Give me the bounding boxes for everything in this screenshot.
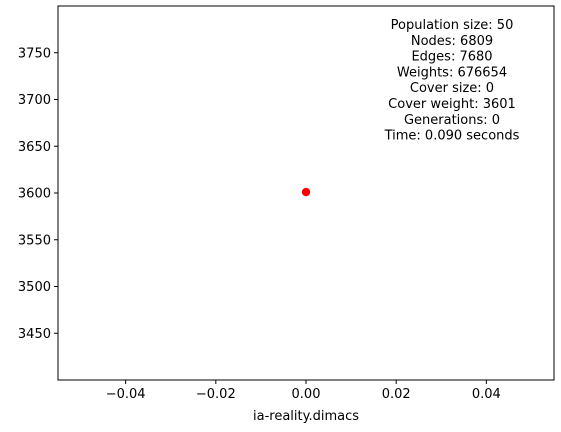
data-point bbox=[301, 187, 311, 197]
y-tick-label: 3650 bbox=[18, 140, 51, 155]
y-tick-label: 3750 bbox=[18, 46, 51, 61]
annotation-line: Cover size: 0 bbox=[410, 81, 494, 96]
y-tick-label: 3500 bbox=[18, 280, 51, 295]
y-tick-label: 3550 bbox=[18, 233, 51, 248]
y-tick-label: 3450 bbox=[18, 327, 51, 342]
annotation-line: Population size: 50 bbox=[391, 18, 514, 33]
x-tick-label: 0.00 bbox=[292, 387, 321, 402]
annotation-line: Nodes: 6809 bbox=[411, 34, 493, 49]
x-axis-label: ia-reality.dimacs bbox=[253, 409, 359, 424]
plot-area bbox=[57, 5, 555, 381]
annotation-line: Time: 0.090 seconds bbox=[384, 129, 520, 144]
annotation-line: Edges: 7680 bbox=[411, 50, 492, 65]
y-tick-label: 3600 bbox=[18, 187, 51, 202]
x-tick-label: 0.04 bbox=[472, 387, 501, 402]
x-tick-label: −0.02 bbox=[196, 387, 236, 402]
annotation-line: Weights: 676654 bbox=[397, 65, 507, 80]
points-layer bbox=[301, 187, 311, 197]
y-axis: 3450 3500 3550 3600 3650 3700 3750 bbox=[18, 46, 58, 342]
x-tick-label: −0.04 bbox=[106, 387, 146, 402]
y-tick-label: 3700 bbox=[18, 93, 51, 108]
x-tick-label: 0.02 bbox=[382, 387, 411, 402]
annotation-line: Cover weight: 3601 bbox=[388, 97, 516, 112]
annotation-line: Generations: 0 bbox=[404, 113, 500, 128]
x-axis: −0.04 −0.02 0.00 0.02 0.04 bbox=[106, 380, 501, 402]
